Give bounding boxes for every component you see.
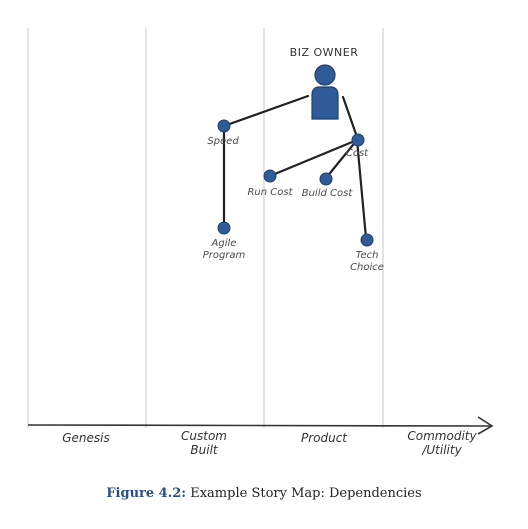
node-cost: Cost (346, 133, 369, 159)
stage-label-built: Built (190, 443, 219, 457)
edge-cost-buildcost (324, 138, 359, 180)
figure-title: Example Story Map: Dependencies (190, 486, 422, 501)
svg-text:Run Cost: Run Cost (247, 187, 293, 198)
figure-number: Figure 4.2: (106, 486, 187, 501)
figure-caption: Figure 4.2: Example Story Map: Dependenc… (0, 486, 528, 501)
stage-label-utility: /Utility (421, 443, 462, 457)
axis-arrowhead (477, 416, 494, 435)
svg-text:Speed: Speed (207, 136, 239, 147)
node-run-cost: Run Cost (247, 169, 294, 198)
svg-text:Program: Program (203, 250, 246, 261)
node-tech-choice: Tech Choice (350, 233, 384, 273)
edge-cost-runcost (268, 138, 359, 178)
user-icon (311, 64, 339, 120)
edge-owner-cost (341, 95, 359, 139)
edge-owner-speed (222, 94, 310, 128)
svg-text:Build Cost: Build Cost (302, 188, 354, 199)
node-build-cost: Build Cost (302, 172, 354, 199)
svg-text:Agile: Agile (211, 238, 237, 249)
stage-label-product: Product (301, 431, 348, 445)
node-agile-program: Agile Program (203, 221, 246, 261)
svg-text:Tech: Tech (356, 250, 379, 261)
evolution-axis (27, 424, 491, 427)
edge-cost-techchoice (355, 138, 368, 240)
svg-text:Cost: Cost (346, 148, 369, 159)
svg-text:Choice: Choice (350, 262, 384, 273)
stage-label-genesis: Genesis (62, 431, 110, 445)
node-speed: Speed (207, 119, 239, 147)
stage-label-custom: Custom (181, 429, 227, 443)
stage-label-commodity: Commodity (407, 429, 477, 443)
owner-label: BIZ OWNER (290, 46, 359, 59)
